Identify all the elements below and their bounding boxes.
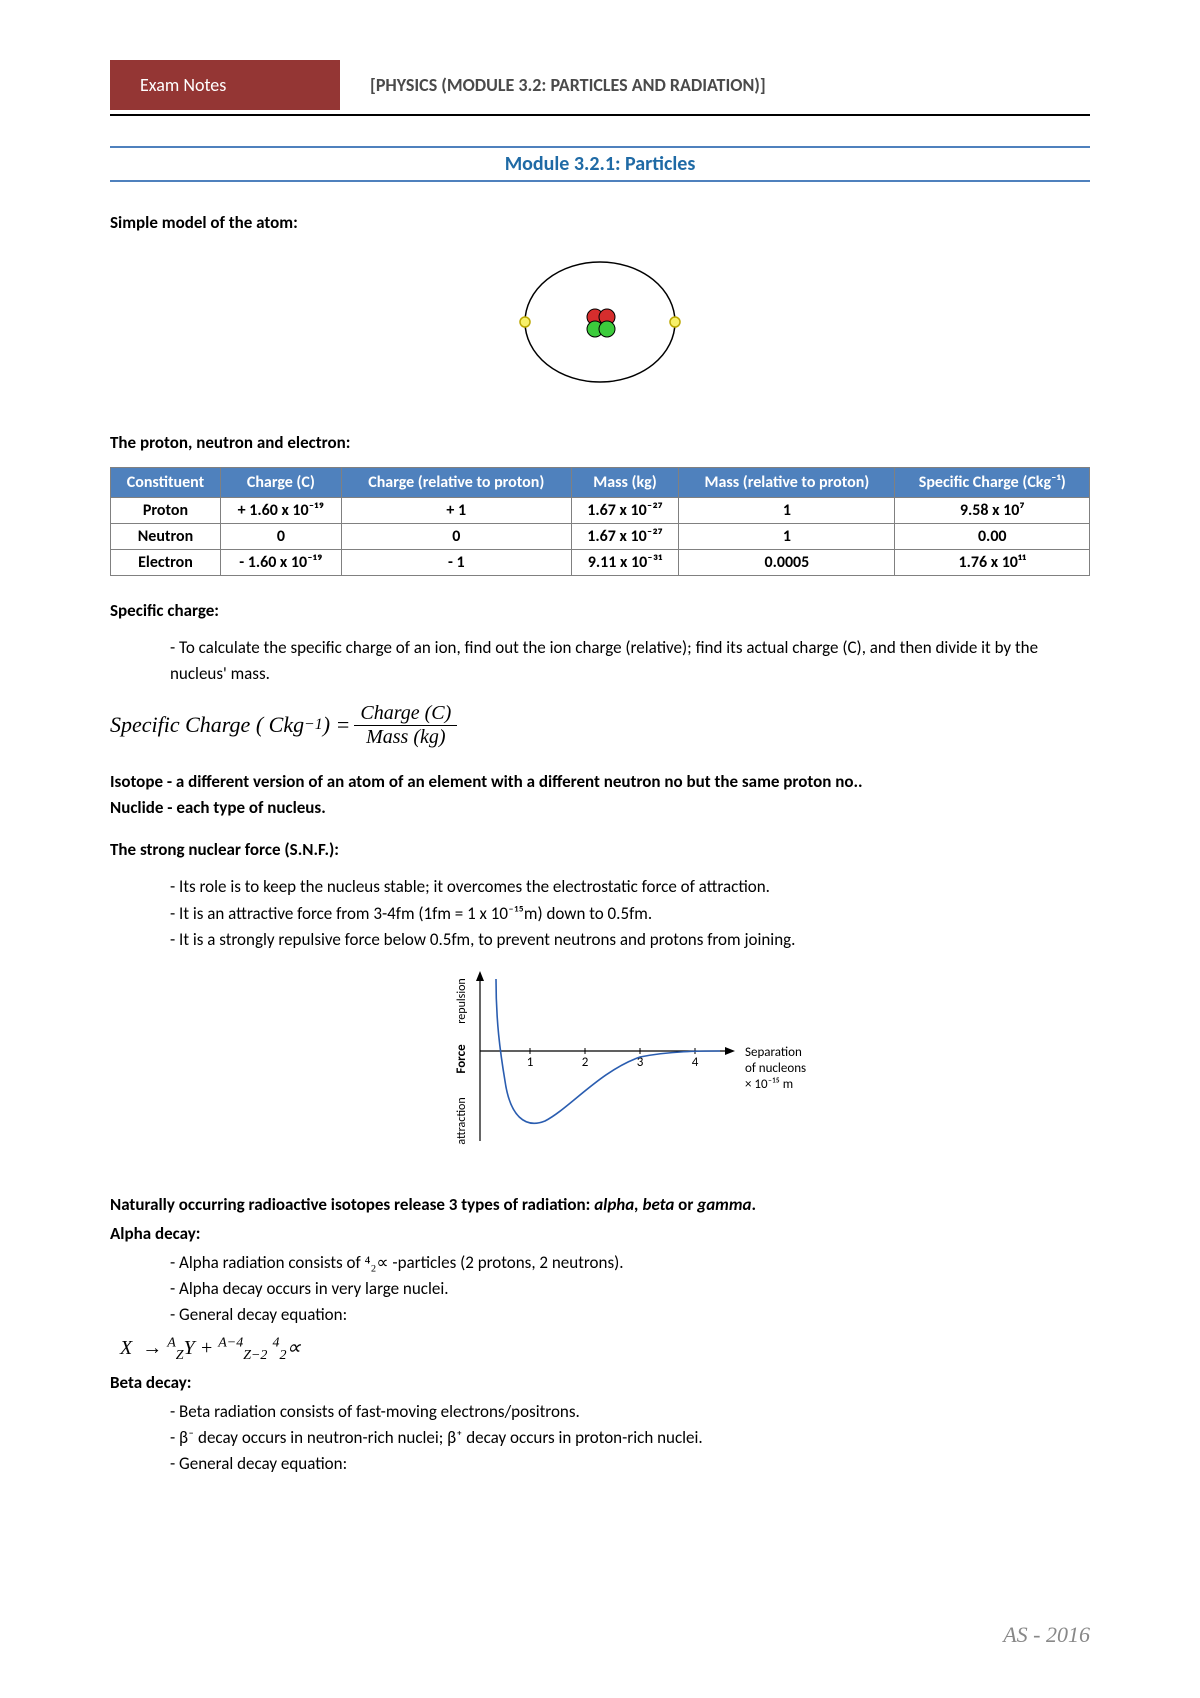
table-row: Electron- 1.60 x 10⁻¹⁹- 19.11 x 10⁻³¹0.0… xyxy=(111,550,1090,576)
snf-label: The strong nuclear force (S.N.F.): xyxy=(110,839,1090,860)
electron-icon xyxy=(520,317,530,327)
table-cell: 0 xyxy=(341,524,571,550)
table-cell: + 1.60 x 10⁻¹⁹ xyxy=(220,498,341,524)
xlabel3: × 10⁻¹⁵ m xyxy=(745,1077,793,1092)
xtick: 4 xyxy=(692,1055,699,1070)
header-left-badge: Exam Notes xyxy=(110,60,340,110)
table-cell: + 1 xyxy=(341,498,571,524)
alpha-decay-equation: X → AZY + A−4Z−2 42∝ xyxy=(110,1335,1090,1364)
alpha-b1-post: -particles (2 protons, 2 neutrons). xyxy=(392,1252,623,1273)
formula-close: ) = xyxy=(323,712,351,738)
header-title-text: [PHYSICS (MODULE 3.2: PARTICLES AND RADI… xyxy=(370,74,766,96)
xlabel2: of nucleons xyxy=(745,1061,806,1076)
snf-bullet: - Its role is to keep the nucleus stable… xyxy=(110,874,1090,900)
formula-num: Charge (C) xyxy=(354,702,457,726)
th: Charge (C) xyxy=(220,468,341,498)
beta-bullet: - β⁻ decay occurs in neutron-rich nuclei… xyxy=(110,1425,1090,1451)
alpha-b1-pre: - Alpha radiation consists of xyxy=(170,1252,365,1273)
isotope-text: Isotope - a different version of an atom… xyxy=(110,769,1090,795)
table-cell: 1 xyxy=(679,498,895,524)
table-cell: 0.00 xyxy=(895,524,1090,550)
footer-text: AS - 2016 xyxy=(1003,1622,1090,1648)
table-cell: Electron xyxy=(111,550,221,576)
arrow-icon xyxy=(725,1047,735,1055)
table-header-row: Constituent Charge (C) Charge (relative … xyxy=(111,468,1090,498)
header-underline xyxy=(110,114,1090,116)
xtick: 2 xyxy=(582,1055,589,1070)
ylabel-bot: attraction xyxy=(455,1098,469,1145)
snf-bullet: - It is an attractive force from 3-4fm (… xyxy=(110,901,1090,927)
pne-label: The proton, neutron and electron: xyxy=(110,432,1090,453)
formula-left: Specific Charge ( Ckg xyxy=(110,712,304,738)
table-cell: 1 xyxy=(679,524,895,550)
th: Mass (kg) xyxy=(571,468,679,498)
alpha-label: Alpha decay: xyxy=(110,1223,1090,1244)
alpha-particle-symbol: ⁴₂∝ xyxy=(365,1253,389,1272)
module-title: Module 3.2.1: Particles xyxy=(110,146,1090,182)
th: Mass (relative to proton) xyxy=(679,468,895,498)
radiation-intro: Naturally occurring radioactive isotopes… xyxy=(110,1192,1090,1218)
header-title: [PHYSICS (MODULE 3.2: PARTICLES AND RADI… xyxy=(340,60,1090,110)
ylabel-top: repulsion xyxy=(455,979,469,1024)
specific-charge-label: Specific charge: xyxy=(110,600,1090,621)
nuclide-text: Nuclide - each type of nucleus. xyxy=(110,795,1090,821)
snf-bullet: - It is a strongly repulsive force below… xyxy=(110,927,1090,953)
table-cell: 9.58 x 10⁷ xyxy=(895,498,1090,524)
formula-exp: −1 xyxy=(304,716,323,734)
table-cell: Neutron xyxy=(111,524,221,550)
table-cell: 0 xyxy=(220,524,341,550)
table-cell: - 1 xyxy=(341,550,571,576)
header-row: Exam Notes [PHYSICS (MODULE 3.2: PARTICL… xyxy=(110,60,1090,110)
table-cell: 1.67 x 10⁻²⁷ xyxy=(571,524,679,550)
th: Constituent xyxy=(111,468,221,498)
formula-den: Mass (kg) xyxy=(354,726,457,749)
th: Specific Charge (Ckg⁻¹) xyxy=(895,468,1090,498)
ylabel-mid: Force xyxy=(454,1044,469,1074)
th: Charge (relative to proton) xyxy=(341,468,571,498)
header-left-text: Exam Notes xyxy=(140,74,226,96)
alpha-bullet: - Alpha decay occurs in very large nucle… xyxy=(110,1276,1090,1302)
table-cell: Proton xyxy=(111,498,221,524)
table-row: Neutron001.67 x 10⁻²⁷10.00 xyxy=(111,524,1090,550)
table-row: Proton+ 1.60 x 10⁻¹⁹+ 11.67 x 10⁻²⁷19.58… xyxy=(111,498,1090,524)
xlabel1: Separation xyxy=(745,1045,802,1060)
table-cell: - 1.60 x 10⁻¹⁹ xyxy=(220,550,341,576)
table-cell: 0.0005 xyxy=(679,550,895,576)
specific-charge-text: - To calculate the specific charge of an… xyxy=(110,635,1090,688)
table-cell: 1.76 x 10¹¹ xyxy=(895,550,1090,576)
beta-bullet: - General decay equation: xyxy=(110,1451,1090,1477)
formula-fraction: Charge (C) Mass (kg) xyxy=(354,702,457,749)
arrow-icon xyxy=(476,971,484,981)
beta-label: Beta decay: xyxy=(110,1372,1090,1393)
snf-graph: 1 2 3 4 repulsion Force attraction Separ… xyxy=(110,961,1090,1166)
atom-label: Simple model of the atom: xyxy=(110,212,1090,233)
alpha-bullet: - Alpha radiation consists of ⁴₂∝ -parti… xyxy=(110,1250,1090,1276)
beta-bullet: - Beta radiation consists of fast-moving… xyxy=(110,1399,1090,1425)
electron-icon xyxy=(670,317,680,327)
alpha-bullet: - General decay equation: xyxy=(110,1302,1090,1328)
neutron-icon xyxy=(599,321,615,337)
atom-diagram xyxy=(110,247,1090,402)
specific-charge-formula: Specific Charge ( Ckg−1 ) = Charge (C) M… xyxy=(110,702,1090,749)
table-cell: 9.11 x 10⁻³¹ xyxy=(571,550,679,576)
particle-table: Constituent Charge (C) Charge (relative … xyxy=(110,467,1090,576)
xtick: 1 xyxy=(527,1055,534,1070)
table-cell: 1.67 x 10⁻²⁷ xyxy=(571,498,679,524)
